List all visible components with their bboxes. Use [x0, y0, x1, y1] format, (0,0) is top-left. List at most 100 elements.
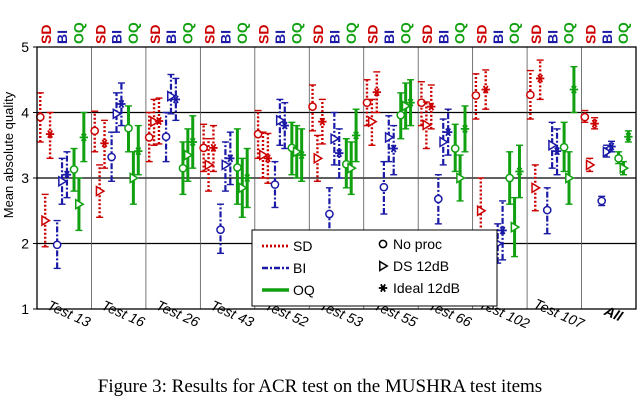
mean-marker	[624, 132, 633, 141]
y-tick-label: 4	[21, 105, 29, 121]
column-header-label: BI	[490, 30, 506, 44]
column-header-label: BI	[544, 30, 560, 44]
mean-marker	[559, 142, 569, 152]
mean-marker	[450, 144, 460, 153]
mean-marker	[531, 182, 542, 194]
mean-marker	[372, 88, 381, 97]
mean-marker	[216, 225, 225, 235]
column-header-label: OQ	[615, 22, 631, 44]
mean-marker	[396, 110, 406, 120]
mean-marker	[505, 173, 515, 183]
legend-line-label: BI	[293, 260, 306, 276]
mean-marker	[199, 143, 208, 153]
legend-box	[251, 229, 498, 307]
mean-marker	[580, 112, 590, 122]
column-header-label: OQ	[288, 22, 304, 44]
column-header-label: SD	[365, 25, 381, 44]
column-header-label: BI	[381, 30, 397, 44]
mean-marker	[35, 112, 45, 122]
mean-marker	[362, 98, 372, 108]
mean-marker	[384, 131, 395, 144]
column-header-label: OQ	[397, 22, 413, 44]
column-header-label: SD	[92, 25, 108, 44]
mean-marker	[347, 162, 357, 174]
mean-marker	[100, 139, 109, 148]
column-header-label: BI	[272, 30, 288, 44]
legend-line-label: SD	[293, 238, 312, 254]
mean-marker	[280, 121, 289, 130]
mean-marker	[471, 91, 481, 100]
mean-marker	[406, 98, 415, 107]
column-header-label: BI	[327, 30, 343, 44]
mean-marker	[171, 95, 181, 104]
mean-marker	[90, 126, 100, 136]
mean-marker	[124, 123, 133, 133]
mean-marker	[52, 240, 62, 250]
mean-marker	[476, 204, 487, 217]
mean-marker	[292, 145, 303, 158]
column-header-label: SD	[256, 25, 272, 44]
column-header-label: SD	[528, 25, 544, 44]
mean-marker	[460, 124, 470, 133]
column-header-label: OQ	[561, 22, 577, 44]
mean-marker	[389, 144, 398, 153]
mean-marker	[161, 132, 171, 142]
mean-marker	[62, 170, 72, 179]
mean-marker	[144, 133, 154, 142]
mean-marker	[134, 147, 143, 156]
mean-marker	[313, 152, 324, 165]
mean-marker	[552, 147, 562, 156]
mean-marker	[569, 85, 579, 94]
mean-marker	[427, 102, 436, 111]
column-header-labels: SD BI OQ SD BI OQ SD BI OQ SD BI OQ SD BI OQ SD BI OQ SD BI…	[38, 22, 631, 44]
mean-marker	[221, 159, 232, 171]
y-tick-label: 5	[21, 39, 29, 55]
mean-marker	[58, 175, 68, 188]
column-header-label: BI	[599, 30, 615, 44]
mean-marker	[619, 162, 630, 174]
legend-marker-swatch	[378, 283, 388, 293]
mean-marker	[456, 172, 466, 184]
mean-marker	[607, 142, 616, 151]
column-header-label: OQ	[71, 22, 87, 44]
mean-marker	[150, 115, 160, 128]
figure-caption: Figure 3: Results for ACR test on the MU…	[97, 376, 543, 397]
mean-marker	[401, 100, 412, 112]
column-header-label: OQ	[343, 22, 359, 44]
mean-marker	[597, 196, 607, 206]
mean-marker	[270, 180, 280, 189]
mean-marker	[379, 182, 389, 192]
mean-marker	[69, 165, 79, 174]
legend-marker-label: No proc	[393, 236, 442, 252]
mean-marker	[129, 172, 140, 184]
column-header-label: SD	[419, 25, 435, 44]
mean-marker	[443, 128, 453, 137]
mean-marker	[209, 143, 218, 152]
column-header-label: SD	[147, 25, 163, 44]
mean-marker	[548, 139, 558, 152]
mean-marker	[178, 163, 188, 173]
mean-marker	[614, 154, 623, 163]
mean-marker	[112, 107, 123, 120]
legend-marker-swatch	[378, 239, 388, 249]
mean-marker	[117, 99, 126, 109]
mean-marker	[183, 149, 194, 161]
column-header-label: OQ	[125, 22, 141, 44]
column-header-label: OQ	[506, 22, 522, 44]
x-tick-label: All	[601, 302, 626, 325]
column-header-label: SD	[38, 25, 54, 44]
mean-marker	[41, 214, 51, 227]
column-header-label: SD	[582, 25, 598, 44]
mean-marker	[242, 173, 252, 183]
mean-marker	[297, 150, 306, 160]
mean-marker	[433, 194, 443, 204]
mean-marker	[74, 198, 85, 211]
legend-marker-swatch	[379, 260, 389, 272]
y-tick-label: 2	[21, 236, 29, 252]
mean-marker	[515, 167, 524, 176]
column-header-label: OQ	[452, 22, 468, 44]
mean-marker	[107, 152, 116, 162]
mean-marker	[498, 226, 507, 235]
column-header-label: SD	[310, 25, 326, 44]
